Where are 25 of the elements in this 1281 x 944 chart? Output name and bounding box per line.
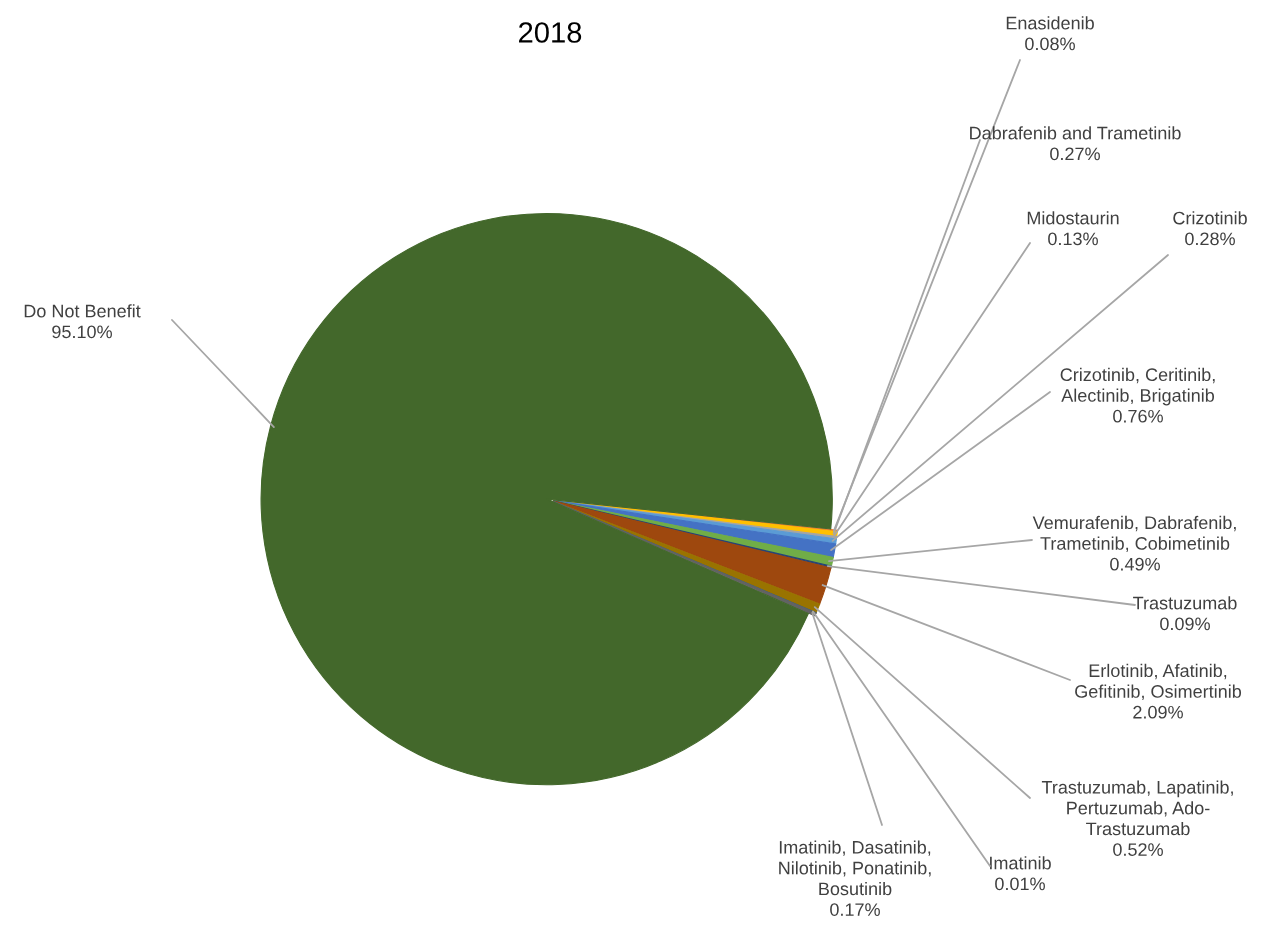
data-label: 0.52% bbox=[1113, 843, 1163, 856]
slice-label: Do Not Benefit bbox=[24, 304, 141, 318]
slice-label: Vemurafenib, Dabrafenib, Trametinib, Cobimetinib bbox=[1032, 515, 1236, 552]
data-label: 0.01% bbox=[995, 877, 1045, 891]
data-label: 0.49% bbox=[1110, 557, 1160, 571]
data-label: 0.76% bbox=[1113, 409, 1163, 423]
slice-label: Erlotinib, Afatinib, Gefitinib, Osimertinib bbox=[1075, 663, 1242, 700]
slice-label: Imatinib, Dasatinib, Nilotinib, Ponatinib, Bosutinib bbox=[779, 840, 931, 896]
data-label: 0.28% bbox=[1185, 232, 1235, 246]
data-label: 2.09% bbox=[1133, 705, 1183, 719]
slice-label: Crizotinib bbox=[1173, 211, 1247, 225]
chart-title: 2018 bbox=[519, 22, 582, 43]
slice-label: Trastuzumab bbox=[1133, 596, 1237, 610]
data-label: 0.13% bbox=[1048, 232, 1098, 246]
slice-label: Trastuzumab, Lapatinib, Pertuzumab, Ado- Trastuzumab bbox=[1041, 780, 1233, 836]
data-label: 0.08% bbox=[1025, 37, 1075, 51]
slice-label: Enasidenib bbox=[1006, 16, 1094, 30]
slice-label: Imatinib bbox=[990, 856, 1051, 870]
data-label: 95.10% bbox=[52, 325, 112, 339]
data-label: 0.17% bbox=[830, 903, 880, 916]
slice-label: Dabrafenib and Trametinib bbox=[970, 126, 1181, 140]
slice-label: Midostaurin bbox=[1027, 211, 1119, 225]
data-label: 0.27% bbox=[1050, 147, 1100, 161]
slice-label: Crizotinib, Ceritinib, Alectinib, Brigatinib bbox=[1060, 367, 1215, 406]
data-label: 0.09% bbox=[1160, 617, 1210, 631]
